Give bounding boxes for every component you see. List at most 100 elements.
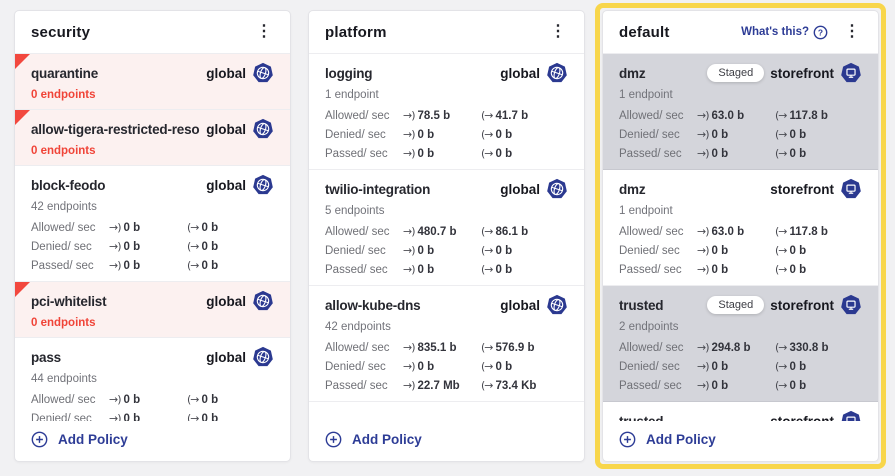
ingress-arrow-icon: →) bbox=[697, 379, 709, 392]
stat-egress-text: 0 b bbox=[789, 244, 807, 257]
policy-card-title-row: twilio-integration global bbox=[325, 177, 568, 201]
stat-label: Passed/ sec bbox=[325, 379, 388, 392]
policy-scope-label: global bbox=[206, 65, 246, 81]
ingress-arrow-icon: →) bbox=[697, 225, 709, 238]
add-policy-label: Add Policy bbox=[352, 432, 422, 447]
stat-ingress-value: →) 0 b bbox=[403, 147, 473, 160]
stat-egress-text: 0 b bbox=[789, 128, 807, 141]
stat-egress-value: (→ 0 b bbox=[775, 147, 806, 160]
stat-egress-text: 41.7 b bbox=[495, 109, 529, 122]
policy-name: trusted bbox=[619, 297, 664, 313]
stat-egress-value: (→ 0 b bbox=[481, 263, 512, 276]
stat-ingress-text: 0 b bbox=[711, 128, 729, 141]
egress-arrow-icon: (→ bbox=[187, 240, 199, 253]
stat-label: Allowed/ sec bbox=[325, 341, 390, 354]
stat-ingress-value: →) 480.7 b bbox=[403, 225, 473, 238]
policy-name: allow-kube-dns bbox=[325, 297, 421, 313]
add-policy-button[interactable]: Add Policy bbox=[15, 421, 290, 461]
stat-egress-text: 0 b bbox=[789, 147, 807, 160]
stat-label: Denied/ sec bbox=[325, 244, 386, 257]
policy-name: pass bbox=[31, 349, 61, 365]
stat-egress-text: 117.8 b bbox=[789, 225, 828, 238]
stat-ingress-text: 480.7 b bbox=[417, 225, 457, 238]
policy-card-title-row: allow-tigera-restricted-resources global bbox=[31, 117, 274, 141]
stat-row: Denied/ sec →) 0 b (→ 0 b bbox=[31, 237, 274, 256]
endpoint-count: 1 endpoint bbox=[325, 89, 379, 101]
policy-card[interactable]: dmz storefront 1 endpoint Allowed/ sec →) 63… bbox=[603, 170, 878, 286]
ingress-arrow-icon: →) bbox=[697, 147, 709, 160]
add-policy-button[interactable]: Add Policy bbox=[309, 421, 584, 461]
policy-name: logging bbox=[325, 65, 373, 81]
stat-label: Passed/ sec bbox=[619, 263, 682, 276]
policy-card[interactable]: allow-tigera-restricted-resourcesglobal … bbox=[15, 110, 290, 166]
global-scope-icon bbox=[546, 62, 568, 84]
endpoint-count: 0 endpoints bbox=[31, 145, 96, 157]
policy-card-title-row: allow-kube-dns global bbox=[325, 293, 568, 317]
stat-ingress-value: →) 63.0 b bbox=[697, 225, 767, 238]
stat-label: Allowed/ sec bbox=[31, 393, 96, 406]
stat-label: Allowed/ sec bbox=[325, 225, 390, 238]
policy-card[interactable]: pci-whitelist global 0 endpoints bbox=[15, 282, 290, 338]
policy-card[interactable]: allow-kube-dns global 42 endpoints Allowed… bbox=[309, 286, 584, 402]
egress-arrow-icon: (→ bbox=[481, 109, 493, 122]
stat-label: Passed/ sec bbox=[619, 379, 682, 392]
policy-card-list: dmz Staged storefront 1 endpoint Allowed/ s… bbox=[603, 54, 878, 421]
policy-card[interactable]: quarantine global 0 endpoints bbox=[15, 54, 290, 110]
storefront-namespace-icon bbox=[840, 62, 862, 84]
stat-egress-value: (→ 117.8 b bbox=[775, 109, 828, 122]
traffic-stats: Allowed/ sec →) 0 b (→ 0 b Denied/ sec →) 0 b (→… bbox=[31, 217, 274, 275]
policy-card[interactable]: dmz Staged storefront 1 endpoint Allowed/ s… bbox=[603, 54, 878, 170]
stat-ingress-value: →) 0 b bbox=[697, 263, 767, 276]
stat-egress-text: 0 b bbox=[789, 360, 807, 373]
stat-label: Denied/ sec bbox=[619, 244, 680, 257]
whats-this-link[interactable]: What's this? ? bbox=[741, 25, 828, 40]
stat-egress-value: (→ 41.7 b bbox=[481, 109, 528, 122]
column-menu-kebab-icon[interactable]: ⋮ bbox=[546, 22, 570, 42]
stat-ingress-text: 78.5 b bbox=[417, 109, 451, 122]
endpoint-count: 44 endpoints bbox=[31, 373, 97, 385]
column-menu-kebab-icon[interactable]: ⋮ bbox=[252, 22, 276, 42]
stat-label: Allowed/ sec bbox=[325, 109, 390, 122]
stat-row: Denied/ sec →) 0 b (→ 0 b bbox=[31, 409, 274, 421]
endpoint-count: 42 endpoints bbox=[325, 321, 391, 333]
stat-row: Allowed/ sec →) 63.0 b (→ 117.8 b bbox=[619, 222, 862, 241]
stat-egress-value: (→ 0 b bbox=[187, 259, 218, 272]
policy-card[interactable]: trusted storefront bbox=[603, 402, 878, 421]
stat-ingress-text: 0 b bbox=[417, 147, 435, 160]
global-scope-icon bbox=[546, 178, 568, 200]
policy-card-title-row: pci-whitelist global bbox=[31, 289, 274, 313]
egress-arrow-icon: (→ bbox=[481, 379, 493, 392]
policy-card[interactable]: logging global 1 endpoint Allowed/ sec →) 78… bbox=[309, 54, 584, 170]
policy-card-title-row: quarantine global bbox=[31, 61, 274, 85]
ingress-arrow-icon: →) bbox=[403, 360, 415, 373]
policy-name: dmz bbox=[619, 181, 646, 197]
endpoint-count: 42 endpoints bbox=[31, 201, 97, 213]
egress-arrow-icon: (→ bbox=[775, 128, 787, 141]
stat-ingress-value: →) 0 b bbox=[403, 244, 473, 257]
egress-arrow-icon: (→ bbox=[187, 221, 199, 234]
stat-ingress-text: 0 b bbox=[711, 263, 729, 276]
policy-card[interactable]: trusted Staged storefront 2 endpoints Allow… bbox=[603, 286, 878, 402]
stat-egress-text: 0 b bbox=[201, 412, 219, 422]
ingress-arrow-icon: →) bbox=[109, 412, 121, 421]
column-menu-kebab-icon[interactable]: ⋮ bbox=[840, 22, 864, 42]
stat-ingress-value: →) 835.1 b bbox=[403, 341, 473, 354]
egress-arrow-icon: (→ bbox=[481, 244, 493, 257]
stat-egress-text: 0 b bbox=[789, 379, 807, 392]
stat-egress-value: (→ 86.1 b bbox=[481, 225, 528, 238]
staged-badge: Staged bbox=[707, 64, 765, 82]
policy-card[interactable]: pass global 44 endpoints Allowed/ sec →) 0 b… bbox=[15, 338, 290, 421]
question-circle-icon: ? bbox=[813, 25, 828, 40]
ingress-arrow-icon: →) bbox=[403, 379, 415, 392]
policy-scope-label: global bbox=[206, 121, 246, 137]
stat-ingress-text: 0 b bbox=[711, 360, 729, 373]
stat-egress-text: 576.9 b bbox=[495, 341, 535, 354]
policy-card[interactable]: twilio-integration global 5 endpoints Allo… bbox=[309, 170, 584, 286]
stat-egress-value: (→ 0 b bbox=[187, 240, 218, 253]
policy-card[interactable]: block-feodo global 42 endpoints Allowed/ s… bbox=[15, 166, 290, 282]
ingress-arrow-icon: →) bbox=[403, 225, 415, 238]
stat-egress-value: (→ 0 b bbox=[481, 147, 512, 160]
policy-scope-label: storefront bbox=[770, 181, 834, 197]
add-policy-button[interactable]: Add Policy bbox=[603, 421, 878, 461]
stat-row: Passed/ sec →) 0 b (→ 0 b bbox=[619, 144, 862, 163]
